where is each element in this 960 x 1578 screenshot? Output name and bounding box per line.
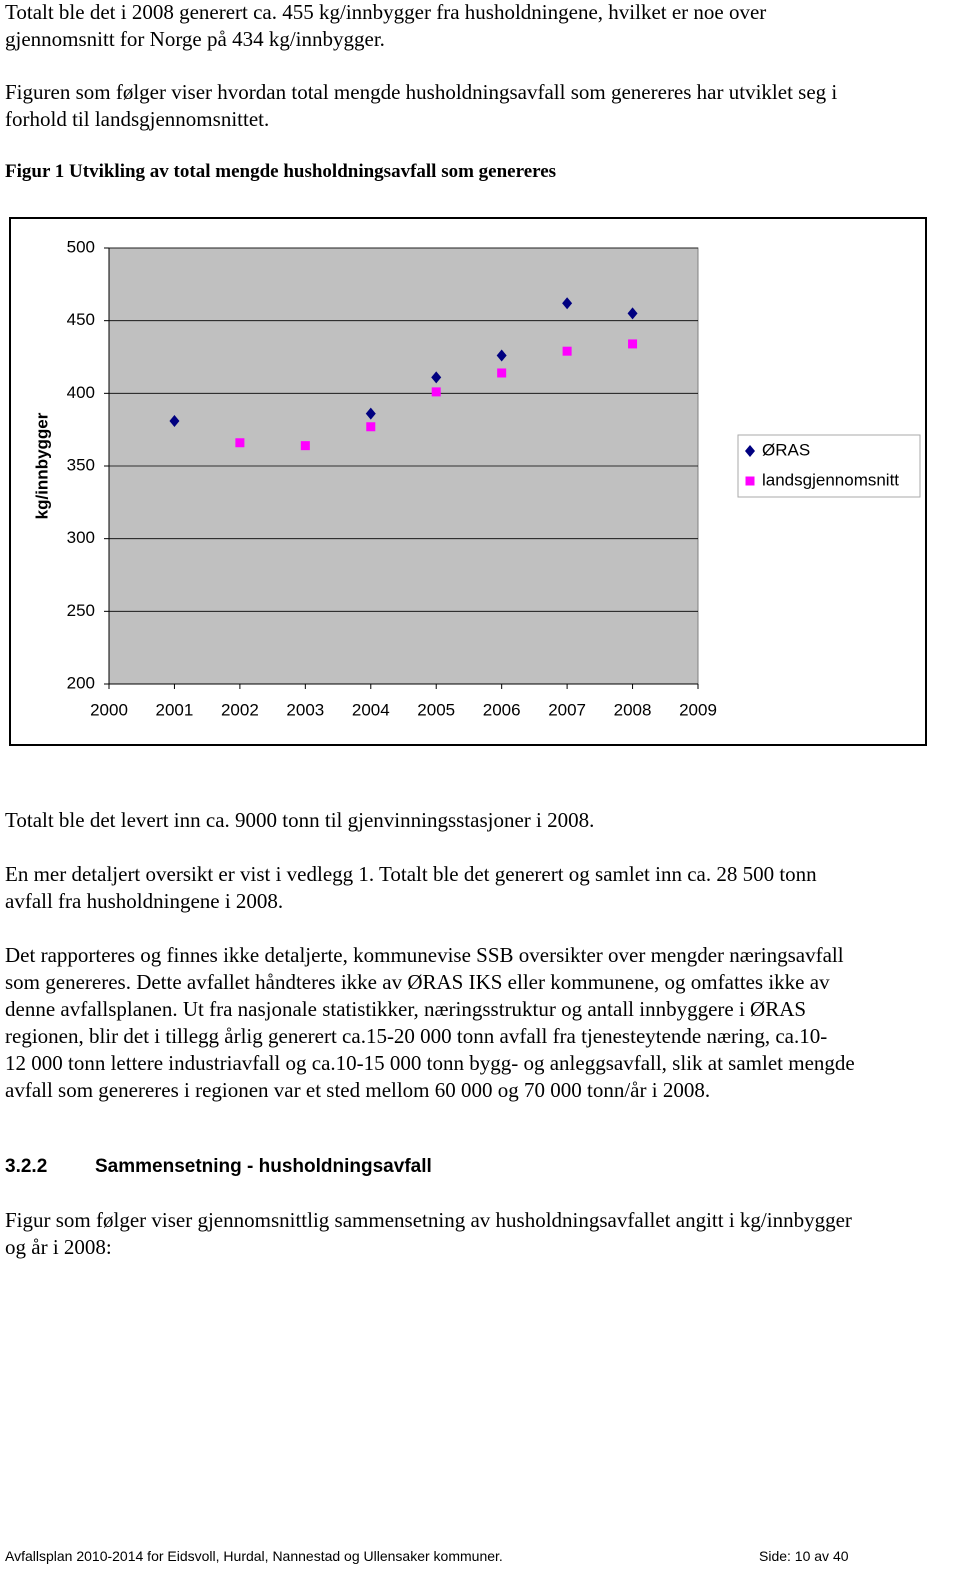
marker xyxy=(300,441,310,451)
y-axis-label: kg/innbygger xyxy=(32,412,51,519)
section-title: Sammensetning - husholdningsavfall xyxy=(95,1156,432,1177)
legend-label: ØRAS xyxy=(762,440,810,459)
marker xyxy=(745,476,755,486)
figure-caption: Figur 1 Utvikling av total mengde hushol… xyxy=(5,161,557,182)
marker xyxy=(562,346,572,356)
x-tick-label: 2005 xyxy=(417,700,455,719)
y-tick-label: 500 xyxy=(67,237,95,256)
marker xyxy=(169,414,180,427)
text-line: forhold til landsgjennomsnittet. xyxy=(5,107,270,131)
y-tick-label: 450 xyxy=(67,310,95,329)
x-tick-label: 2000 xyxy=(90,700,128,719)
x-tick-label: 2001 xyxy=(156,700,194,719)
text-line: denne avfallsplanen. Ut fra nasjonale st… xyxy=(5,997,807,1021)
text-line: regionen, blir det i tillegg årlig gener… xyxy=(5,1024,828,1048)
marker xyxy=(431,387,441,397)
marker xyxy=(366,422,376,432)
chart: 200 250 300 350 400 450 500 2000 2001 2002 2003 200… xyxy=(9,217,927,746)
marker xyxy=(627,307,638,320)
legend-box xyxy=(737,434,921,498)
y-tick-label: 400 xyxy=(67,383,95,402)
y-tick-label: 250 xyxy=(67,601,95,620)
legend-label: landsgjennomsnitt xyxy=(762,470,899,489)
marker xyxy=(365,407,376,420)
text-line: avfall fra husholdningene i 2008. xyxy=(5,889,284,913)
x-tick-label: 2008 xyxy=(614,700,652,719)
marker xyxy=(745,445,755,457)
footer-right: Side: 10 av 40 xyxy=(759,1548,849,1564)
text-line: som genereres. Dette avfallet håndteres … xyxy=(5,970,830,994)
x-tick-label: 2009 xyxy=(679,700,717,719)
marker xyxy=(496,349,507,362)
x-tick-label: 2003 xyxy=(286,700,324,719)
text-line: avfall som genereres i regionen var et s… xyxy=(5,1078,711,1102)
y-tick-label: 300 xyxy=(67,528,95,547)
text-line: Figuren som følger viser hvordan total m… xyxy=(5,80,838,104)
text-line: Totalt ble det i 2008 generert ca. 455 k… xyxy=(5,0,767,24)
marker xyxy=(431,371,442,384)
text-line: gjennomsnitt for Norge på 434 kg/innbygg… xyxy=(5,27,385,51)
x-tick-label: 2002 xyxy=(221,700,259,719)
footer-left: Avfallsplan 2010-2014 for Eidsvoll, Hurd… xyxy=(5,1548,503,1564)
x-tick-label: 2004 xyxy=(352,700,390,719)
text-line: Totalt ble det levert inn ca. 9000 tonn … xyxy=(5,808,595,832)
marker xyxy=(235,438,245,448)
y-tick-label: 200 xyxy=(67,673,95,692)
x-tick-label: 2007 xyxy=(548,700,586,719)
text-line: Det rapporteres og finnes ikke detaljert… xyxy=(5,943,844,967)
text-line: 12 000 tonn lettere industriavfall og ca… xyxy=(5,1051,855,1075)
text-line: En mer detaljert oversikt er vist i vedl… xyxy=(5,862,817,886)
section-number: 3.2.2 xyxy=(5,1156,48,1177)
text-line: Figur som følger viser gjennomsnittlig s… xyxy=(5,1208,852,1232)
y-tick-label: 350 xyxy=(67,455,95,474)
marker xyxy=(497,368,507,378)
marker xyxy=(562,297,573,310)
marker xyxy=(628,339,638,349)
x-tick-label: 2006 xyxy=(483,700,521,719)
text-line: og år i 2008: xyxy=(5,1235,112,1259)
